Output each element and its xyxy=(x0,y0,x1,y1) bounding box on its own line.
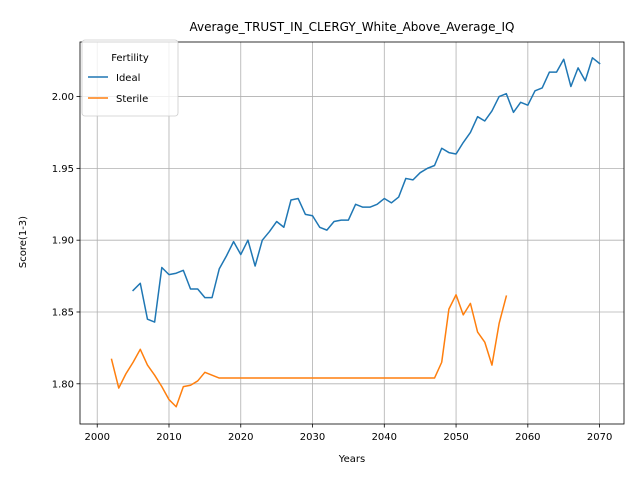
legend: Fertility Ideal Sterile xyxy=(81,39,179,117)
series-lines xyxy=(110,57,601,408)
legend-label-sterile: Sterile xyxy=(116,94,148,105)
x-tick-label: 2030 xyxy=(300,432,325,443)
y-tick-label: 1.90 xyxy=(52,236,74,247)
x-tick-label: 2010 xyxy=(156,432,181,443)
chart-title: Average_TRUST_IN_CLERGY_White_Above_Aver… xyxy=(189,20,514,34)
plot-frame xyxy=(79,41,625,425)
x-tick-label: 2040 xyxy=(372,432,397,443)
legend-box xyxy=(81,39,179,117)
y-axis-label: Score(1-3) xyxy=(18,216,29,268)
series-line-sterile xyxy=(110,294,508,408)
y-axis-ticks: 1.80 1.85 1.90 1.95 2.00 xyxy=(52,92,80,390)
legend-title: Fertility xyxy=(111,53,149,64)
y-tick-label: 2.00 xyxy=(52,92,74,103)
x-tick-label: 2000 xyxy=(84,432,109,443)
grid xyxy=(80,42,624,424)
x-tick-label: 2060 xyxy=(515,432,540,443)
x-tick-label: 2020 xyxy=(228,432,253,443)
x-tick-label: 2050 xyxy=(443,432,468,443)
x-axis-ticks: 2000 2010 2020 2030 2040 2050 2060 2070 xyxy=(84,424,612,443)
x-tick-label: 2070 xyxy=(587,432,612,443)
y-tick-label: 1.85 xyxy=(52,307,74,318)
y-tick-label: 1.95 xyxy=(52,164,74,175)
legend-label-ideal: Ideal xyxy=(116,73,140,84)
y-tick-label: 1.80 xyxy=(52,379,74,390)
x-axis-label: Years xyxy=(338,454,365,465)
series-line-ideal xyxy=(132,57,601,323)
